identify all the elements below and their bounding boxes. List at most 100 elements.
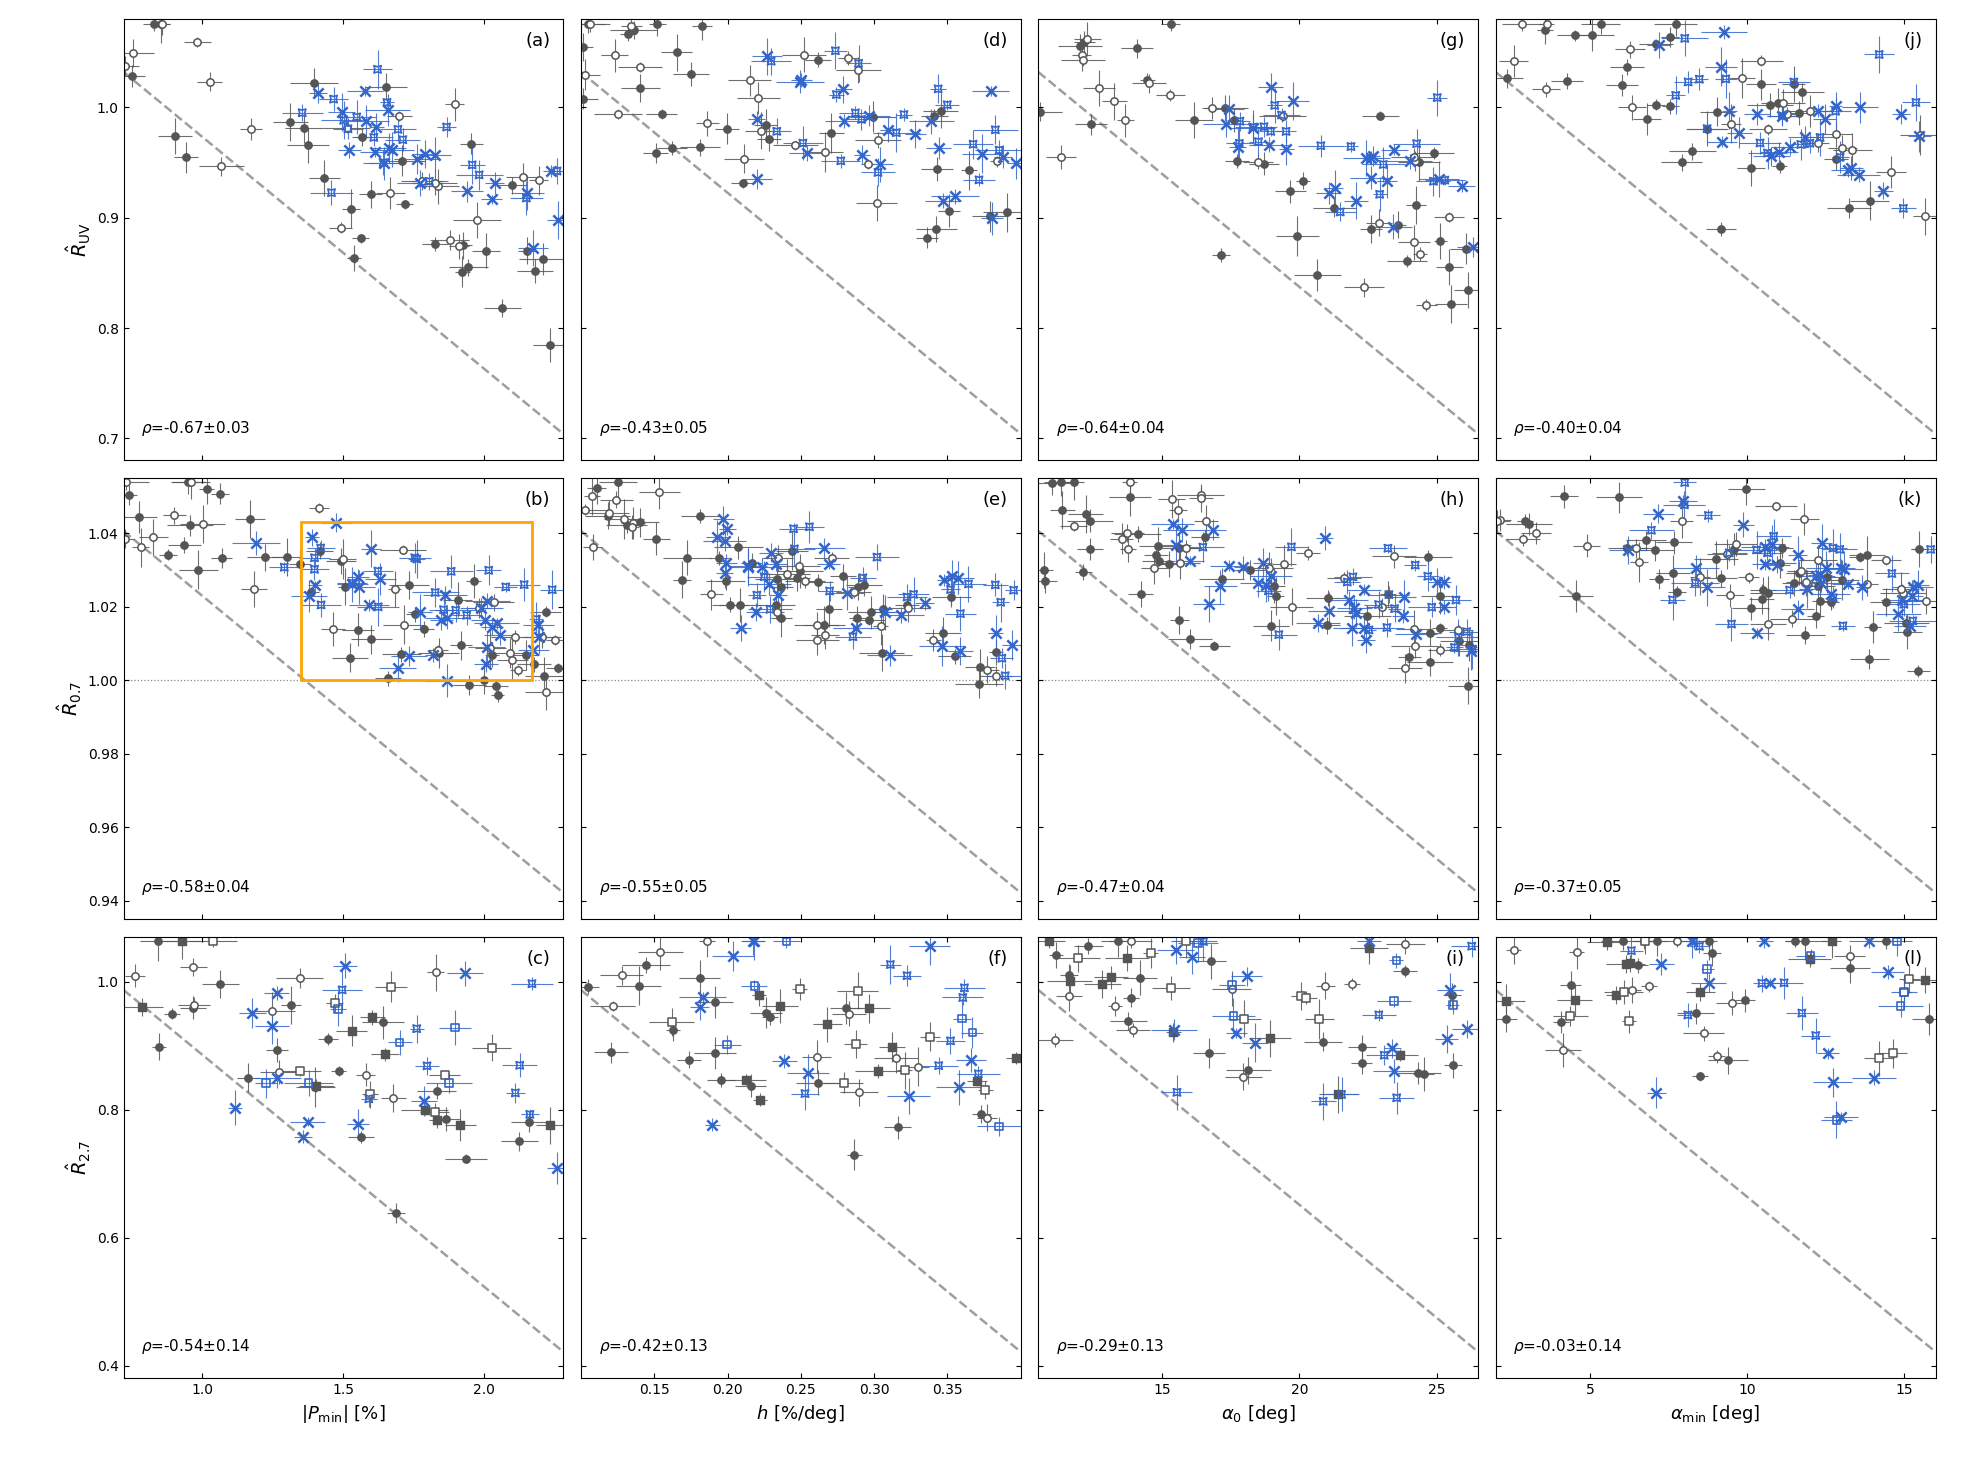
Point: [1155, 487, 1186, 510]
Point: [477, 1036, 508, 1059]
Point: [900, 122, 931, 146]
Point: [986, 646, 1018, 669]
Point: [363, 57, 394, 81]
Point: [1253, 556, 1284, 580]
Point: [1577, 24, 1608, 47]
Point: [1184, 485, 1216, 509]
Point: [1400, 553, 1432, 577]
Point: [1812, 1041, 1843, 1065]
Point: [1259, 94, 1290, 118]
Point: [284, 552, 316, 575]
Point: [916, 110, 947, 134]
Point: [159, 503, 190, 527]
Point: [326, 978, 357, 1002]
Point: [1677, 140, 1708, 163]
Point: [698, 990, 729, 1014]
Point: [1339, 190, 1371, 213]
Point: [624, 54, 655, 78]
Point: [926, 634, 957, 658]
Point: [1714, 584, 1745, 608]
Point: [139, 12, 171, 35]
Point: [1800, 565, 1832, 588]
Point: [765, 575, 796, 599]
Point: [261, 1039, 292, 1062]
Point: [1408, 1062, 1439, 1086]
Point: [761, 119, 792, 143]
Point: [1820, 94, 1851, 118]
Point: [755, 541, 786, 565]
Text: (e): (e): [982, 491, 1008, 509]
Text: $\rho$=-0.47$\pm$0.04: $\rho$=-0.47$\pm$0.04: [1055, 878, 1165, 897]
Point: [1914, 1008, 1945, 1031]
Point: [937, 565, 969, 588]
Point: [729, 147, 761, 171]
Point: [1584, 12, 1616, 35]
Point: [1859, 1066, 1890, 1090]
Point: [1196, 96, 1228, 119]
Point: [1530, 78, 1561, 101]
Point: [400, 147, 431, 171]
Point: [533, 1114, 565, 1137]
Point: [533, 332, 565, 356]
Point: [1306, 134, 1337, 157]
Point: [1571, 534, 1602, 558]
Point: [918, 628, 949, 652]
Point: [182, 31, 214, 54]
Point: [943, 1075, 975, 1099]
Point: [1437, 1053, 1469, 1077]
Point: [329, 575, 361, 599]
Point: [465, 596, 496, 619]
Point: [626, 76, 657, 100]
Point: [398, 603, 429, 627]
Point: [1767, 104, 1798, 128]
Point: [331, 116, 363, 140]
Point: [429, 583, 461, 606]
Point: [814, 597, 845, 621]
Point: [1106, 527, 1137, 550]
Point: [957, 132, 988, 156]
Point: [1314, 599, 1345, 622]
Point: [902, 1055, 933, 1078]
Point: [661, 41, 692, 65]
Point: [1337, 565, 1369, 588]
Point: [486, 296, 518, 319]
Point: [1802, 131, 1834, 154]
Point: [1763, 154, 1794, 178]
Point: [1437, 993, 1469, 1016]
Point: [359, 140, 390, 163]
Point: [1786, 1002, 1818, 1025]
Point: [1184, 482, 1216, 506]
Point: [753, 128, 784, 152]
Point: [612, 513, 643, 537]
Text: $\rho$=-0.55$\pm$0.05: $\rho$=-0.55$\pm$0.05: [598, 878, 708, 897]
Point: [577, 535, 608, 559]
Point: [1614, 952, 1645, 975]
Point: [1832, 572, 1863, 596]
Point: [522, 608, 553, 631]
Point: [1484, 509, 1516, 533]
Point: [1418, 169, 1449, 193]
Point: [1163, 499, 1194, 522]
Point: [1045, 471, 1077, 494]
Point: [1612, 538, 1643, 562]
Point: [1735, 597, 1767, 621]
Point: [249, 546, 280, 569]
Point: [980, 118, 1012, 141]
Point: [471, 635, 502, 659]
Point: [1506, 12, 1537, 35]
Y-axis label: $\hat{R}_{\rm UV}$: $\hat{R}_{\rm UV}$: [65, 222, 92, 257]
Point: [657, 1019, 688, 1043]
Point: [388, 538, 420, 562]
Point: [1224, 131, 1255, 154]
Point: [118, 41, 149, 65]
Point: [1232, 965, 1263, 989]
Point: [157, 1002, 188, 1025]
Point: [980, 621, 1012, 644]
Point: [1741, 621, 1773, 644]
Point: [1810, 556, 1841, 580]
Point: [802, 1071, 833, 1094]
Point: [110, 54, 141, 78]
Point: [865, 615, 896, 638]
Point: [175, 513, 206, 537]
Point: [1373, 583, 1404, 606]
